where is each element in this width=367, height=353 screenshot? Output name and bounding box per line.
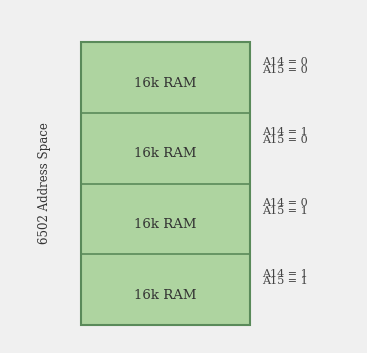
Text: 16k RAM: 16k RAM bbox=[134, 148, 196, 160]
Text: A14 = 0: A14 = 0 bbox=[262, 57, 308, 67]
Text: A15 = 1: A15 = 1 bbox=[262, 276, 308, 286]
Text: A15 = 0: A15 = 0 bbox=[262, 135, 308, 145]
Text: A14 = 1: A14 = 1 bbox=[262, 269, 308, 279]
Text: A15 = 1: A15 = 1 bbox=[262, 206, 308, 216]
Text: 6502 Address Space: 6502 Address Space bbox=[37, 122, 51, 245]
Text: A15 = 0: A15 = 0 bbox=[262, 65, 308, 74]
Text: 16k RAM: 16k RAM bbox=[134, 77, 196, 90]
Text: 16k RAM: 16k RAM bbox=[134, 289, 196, 301]
Bar bbox=[81, 42, 250, 325]
Text: 16k RAM: 16k RAM bbox=[134, 218, 196, 231]
Text: A14 = 1: A14 = 1 bbox=[262, 127, 308, 137]
Text: A14 = 0: A14 = 0 bbox=[262, 198, 308, 208]
